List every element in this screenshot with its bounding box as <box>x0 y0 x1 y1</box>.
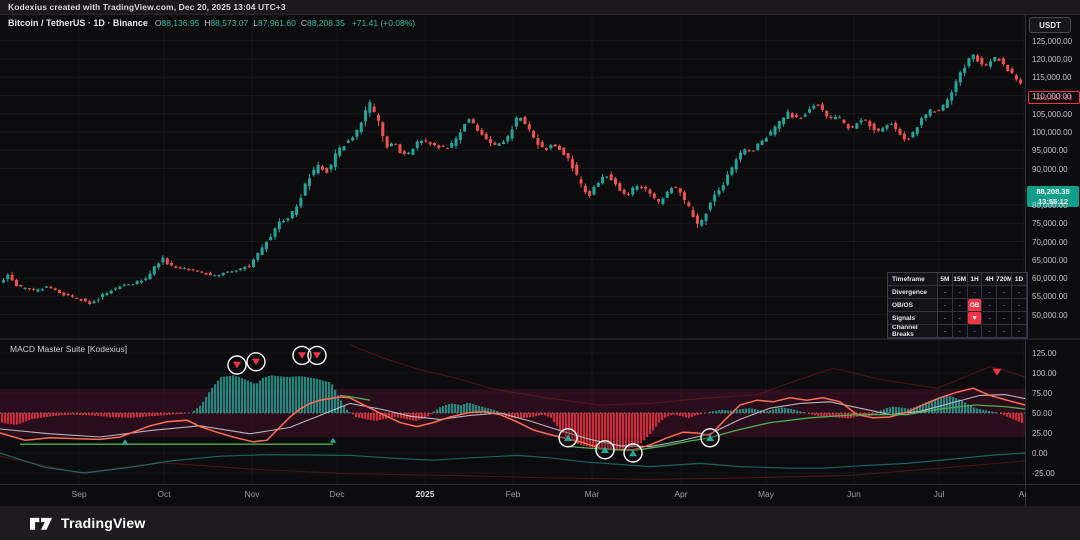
indicator-tick-label: 0.00 <box>1032 449 1048 458</box>
time-tick-label: Nov <box>244 489 260 499</box>
table-signal-cell: - <box>1012 325 1027 338</box>
table-signal-cell: - <box>1012 299 1027 312</box>
price-tick-label: 75,000.00 <box>1032 219 1068 229</box>
table-header-cell: 720M <box>997 273 1013 286</box>
table-signal-cell: - <box>952 312 968 325</box>
mtf-signal-table: Timeframe 5M 15M 1H 4H 720M 1D Divergence - - - - - -… <box>887 272 1028 339</box>
indicator-tick-label: 100.00 <box>1032 369 1057 378</box>
time-tick-label: May <box>757 489 775 499</box>
indicator-tick-label: 75.00 <box>1032 389 1053 398</box>
table-header-cell: 1H <box>967 273 983 286</box>
oscillator-pane[interactable] <box>0 344 1026 481</box>
time-tick-label: Dec <box>329 489 345 499</box>
price-tick-label: 120,000.00 <box>1032 55 1073 64</box>
watermark-text: Kodexius created with TradingView.com, D… <box>8 2 286 12</box>
ohlc-values: O88,136.95 H88,573.07 L87,961.60 C88,208.35 <box>155 18 345 28</box>
table-signal-cell: - <box>938 325 953 338</box>
candlestick-series <box>2 53 1023 305</box>
indicator-tick-label: 50.00 <box>1032 409 1053 418</box>
table-row-label: OB/OS <box>888 299 938 312</box>
time-tick-label: Sep <box>71 489 87 499</box>
price-tick-label: 70,000.00 <box>1032 237 1068 247</box>
ohlc-pair: O88,136.95 <box>154 18 200 28</box>
price-tick-label: 105,000.00 <box>1032 109 1073 119</box>
last-price-label: 88,208.35 13:55:12 <box>1027 186 1079 207</box>
ohlc-pair: H88,573.07 <box>204 18 249 28</box>
table-signal-cell: - <box>982 299 998 312</box>
pane-separators <box>0 14 1080 506</box>
table-signal-cell: OB <box>967 299 983 312</box>
table-signal-cell: ▼ <box>967 312 983 325</box>
time-tick-label: Oct <box>157 489 171 499</box>
table-header-cell: Timeframe <box>888 273 938 286</box>
price-tick-label: 80,000.00 <box>1032 201 1068 210</box>
currency-toggle-button[interactable]: USDT <box>1029 17 1071 33</box>
oscillator-histogram <box>1 375 1024 449</box>
price-tick-label: 60,000.00 <box>1032 274 1068 283</box>
time-tick-label: Jun <box>847 489 861 499</box>
table-signal-cell: - <box>967 325 983 338</box>
table-signal-cell: - <box>997 312 1013 325</box>
ohlc-pair: C88,208.35 <box>300 18 345 28</box>
table-signal-cell: - <box>938 299 953 312</box>
table-header-cell: 5M <box>938 273 953 286</box>
table-signal-cell: - <box>1012 312 1027 325</box>
table-signal-cell: - <box>952 286 968 299</box>
table-row-label: Channel Breaks <box>888 325 938 338</box>
price-tick-label: 95,000.00 <box>1032 146 1068 156</box>
table-header-cell: 1D <box>1012 273 1027 286</box>
tradingview-brand-text: TradingView <box>61 515 146 531</box>
change-value: +71.41 (+0.08%) <box>351 18 416 28</box>
time-tick-label: Feb <box>505 489 521 499</box>
price-axis[interactable]: 113,297.93 88,208.35 13:55:12 125,000.00… <box>1026 14 1080 484</box>
price-tick-label: 125,000.00 <box>1032 36 1073 46</box>
table-signal-cell: - <box>967 286 983 299</box>
indicator-tick-label: -25.00 <box>1032 469 1055 478</box>
table-row-label: Signals <box>888 312 938 325</box>
price-tick-label: 55,000.00 <box>1032 292 1068 302</box>
indicator-title[interactable]: MACD Master Suite [Kodexius] <box>10 344 128 354</box>
table-signal-cell: - <box>938 312 953 325</box>
symbol-legend: Bitcoin / TetherUS · 1D · Binance O88,13… <box>8 18 415 28</box>
price-tick-label: 100,000.00 <box>1032 128 1073 137</box>
price-tick-label: 115,000.00 <box>1032 73 1072 83</box>
table-header-cell: 4H <box>982 273 998 286</box>
indicator-tick-label: 125.00 <box>1032 349 1057 358</box>
watermark-bar: Kodexius created with TradingView.com, D… <box>0 0 1080 15</box>
grid-lines <box>0 15 1025 484</box>
signal-markers <box>121 345 1002 463</box>
table-signal-cell: - <box>982 312 998 325</box>
table-signal-cell: - <box>952 299 968 312</box>
price-tick-label: 65,000.00 <box>1032 255 1068 265</box>
symbol-title: Bitcoin / TetherUS · 1D · Binance <box>8 18 148 28</box>
time-axis[interactable]: Sep Oct Nov Dec 2025 Feb Mar Apr May Jun Jul Au <box>0 484 1026 505</box>
tradingview-logo-icon <box>30 517 52 530</box>
footer-bar: TradingView <box>0 506 1080 540</box>
time-tick-label: Jul <box>933 489 945 499</box>
price-tick-label: 90,000.00 <box>1032 164 1068 174</box>
time-tick-label: 2025 <box>415 489 435 499</box>
table-signal-cell: - <box>997 286 1013 299</box>
time-tick-label: Au <box>1018 489 1026 499</box>
table-signal-cell: - <box>1012 286 1027 299</box>
table-header-cell: 15M <box>952 273 968 286</box>
price-tick-label: 110,000.00 <box>1032 91 1072 101</box>
time-tick-label: Mar <box>584 489 600 499</box>
table-row-label: Divergence <box>888 286 938 299</box>
time-tick-label: Apr <box>674 489 688 499</box>
table-signal-cell: - <box>997 325 1013 338</box>
table-signal-cell: - <box>952 325 968 338</box>
table-signal-cell: - <box>982 325 998 338</box>
table-signal-cell: - <box>938 286 953 299</box>
table-signal-cell: - <box>997 299 1013 312</box>
ohlc-pair: L87,961.60 <box>253 18 296 28</box>
indicator-tick-label: 25.00 <box>1032 429 1053 438</box>
table-signal-cell: - <box>982 286 998 299</box>
last-price-value: 88,208.35 <box>1036 186 1070 196</box>
bar-countdown: 13:55:12 <box>1037 196 1069 206</box>
price-tick-label: 50,000.00 <box>1032 310 1068 320</box>
